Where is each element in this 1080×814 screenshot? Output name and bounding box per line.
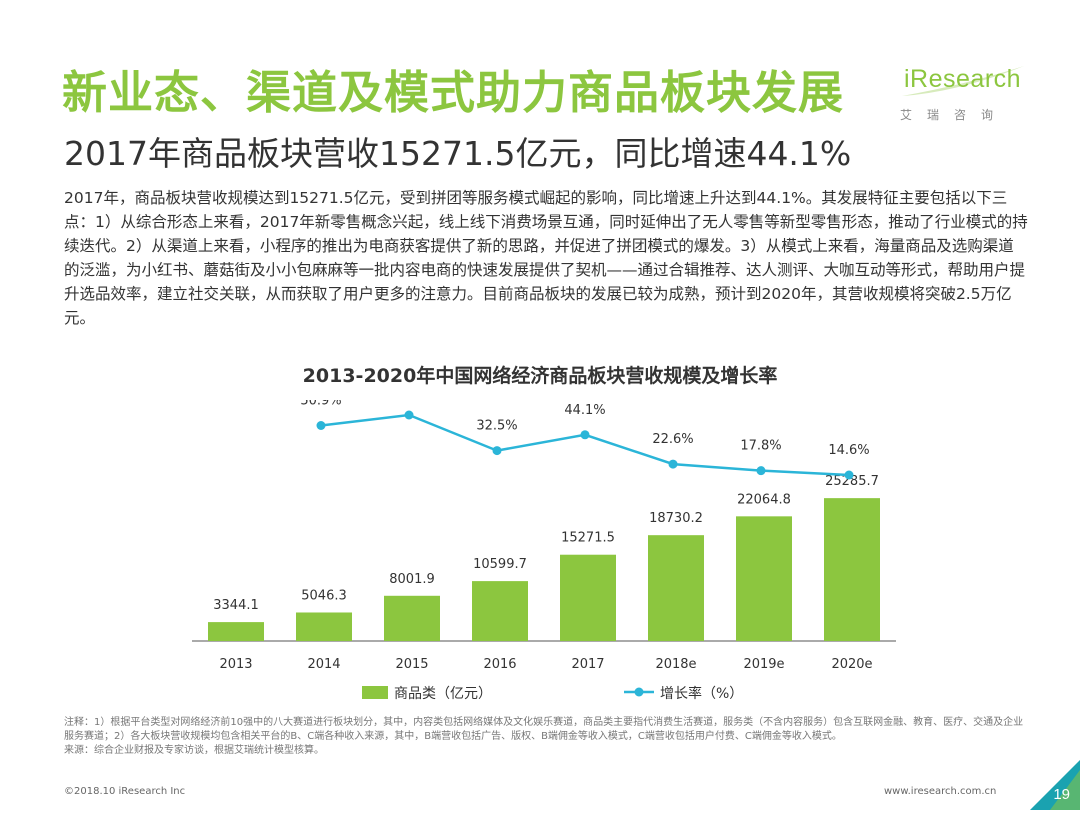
page-title: 新业态、渠道及模式助力商品板块发展 xyxy=(62,66,845,119)
bar-2015 xyxy=(384,595,440,641)
page-number: 19 xyxy=(1053,786,1070,803)
chart-title: 2013-2020年中国网络经济商品板块营收规模及增长率 xyxy=(302,365,778,387)
x-tick-2018e: 2018e xyxy=(655,657,696,672)
bar-2013 xyxy=(208,622,264,641)
growth-label-2016: 32.5% xyxy=(476,419,517,434)
growth-point-2014 xyxy=(316,421,326,430)
x-tick-2020e: 2020e xyxy=(831,657,872,672)
page-corner: 19 xyxy=(1020,760,1080,810)
bar-2020e xyxy=(824,498,880,641)
bar-label-2014: 5046.3 xyxy=(301,588,347,603)
growth-point-2020e xyxy=(844,470,854,480)
growth-label-2018e: 22.6% xyxy=(652,432,693,447)
legend-bar-swatch xyxy=(362,686,388,699)
growth-label-2020e: 14.6% xyxy=(828,443,869,458)
logo-brand-text: iResearch xyxy=(904,65,1022,93)
growth-label-2017: 44.1% xyxy=(564,403,605,418)
x-tick-2017: 2017 xyxy=(571,657,604,672)
growth-label-2014: 50.9% xyxy=(300,400,341,409)
bar-2017 xyxy=(560,554,616,641)
bar-label-2017: 15271.5 xyxy=(561,531,615,546)
bar-2018e xyxy=(648,535,704,641)
growth-point-2015 xyxy=(404,410,414,420)
bar-2014 xyxy=(296,612,352,641)
bar-label-2015: 8001.9 xyxy=(389,572,435,587)
bar-label-2019e: 22064.8 xyxy=(737,492,791,507)
growth-point-2017 xyxy=(580,430,590,440)
bar-label-2016: 10599.7 xyxy=(473,557,527,572)
logo-cn-text: 艾瑞咨询 xyxy=(900,108,1009,122)
bar-2019e xyxy=(736,516,792,641)
bar-label-2018e: 18730.2 xyxy=(649,511,703,526)
legend-line-marker xyxy=(634,687,644,697)
bar-2016 xyxy=(472,581,528,641)
x-tick-2014: 2014 xyxy=(307,657,340,672)
iresearch-logo: iResearch 艾瑞咨询 xyxy=(898,62,1048,122)
legend-line-label: 增长率（%） xyxy=(660,685,743,702)
website-link[interactable]: www.iresearch.com.cn xyxy=(884,786,997,797)
bar-label-2020e: 25285.7 xyxy=(825,474,879,489)
summary-paragraph: 2017年，商品板块营收规模达到15271.5亿元，受到拼团等服务模式崛起的影响… xyxy=(64,189,1028,327)
growth-label-2019e: 17.8% xyxy=(740,439,781,454)
x-tick-2016: 2016 xyxy=(483,657,516,672)
x-tick-2015: 2015 xyxy=(395,657,428,672)
copyright-text: ©2018.10 iResearch Inc xyxy=(64,786,186,797)
notes-line-1: 注释：1）根据平台类型对网络经济前10强中的八大赛道进行板块划分，其中，内容类包… xyxy=(64,717,1024,742)
growth-point-2016 xyxy=(492,446,502,456)
revenue-chart: 3344.1 2013 5046.3 2014 8001.9 2015 10599.7 201… xyxy=(192,400,896,702)
corner-triangle-icon xyxy=(1030,760,1080,810)
bar-label-2013: 3344.1 xyxy=(213,598,259,613)
growth-point-2019e xyxy=(756,466,766,476)
chart-notes: 注释：1）根据平台类型对网络经济前10强中的八大赛道进行板块划分，其中，内容类包… xyxy=(64,716,1029,758)
x-tick-2019e: 2019e xyxy=(743,657,784,672)
x-tick-2013: 2013 xyxy=(219,657,252,672)
page-subtitle: 2017年商品板块营收15271.5亿元，同比增速44.1% xyxy=(64,134,852,173)
growth-point-2018e xyxy=(668,459,678,469)
notes-line-2: 来源：综合企业财报及专家访谈，根据艾瑞统计模型核算。 xyxy=(64,745,324,756)
legend-bar-label: 商品类（亿元） xyxy=(394,686,492,702)
